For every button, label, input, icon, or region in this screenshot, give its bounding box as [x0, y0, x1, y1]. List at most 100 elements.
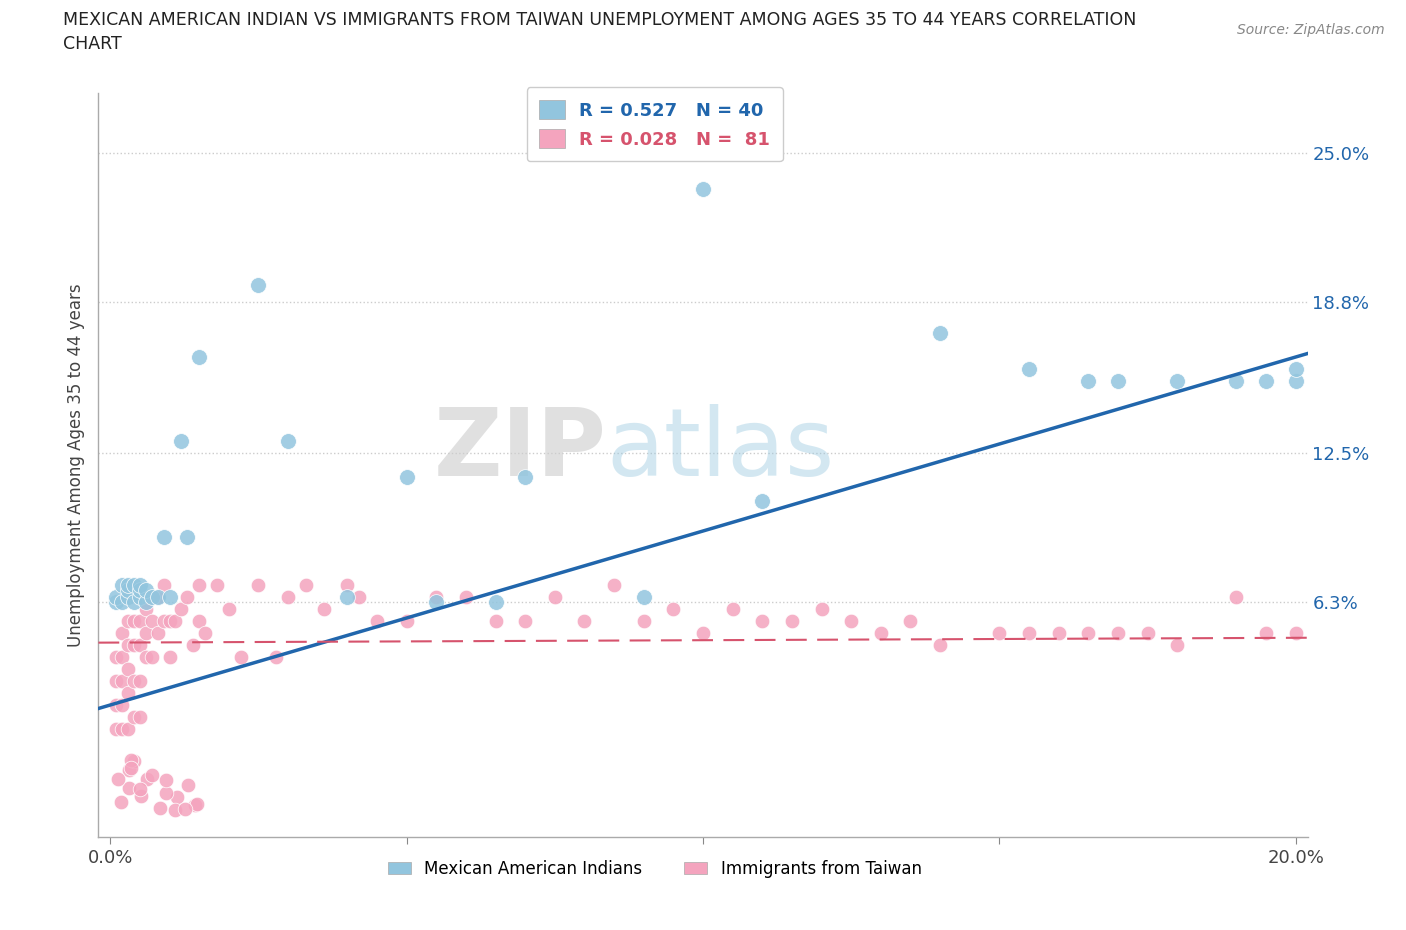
Point [751, 494, 773, 509]
Point [129, 781, 152, 796]
Point [122, 578, 145, 592]
Point [839, 614, 862, 629]
Point [105, 590, 128, 604]
Point [141, 768, 163, 783]
Point [1136, 626, 1159, 641]
Point [159, 649, 181, 664]
Point [136, 772, 159, 787]
Y-axis label: Unemployment Among Ages 35 to 44 years: Unemployment Among Ages 35 to 44 years [66, 284, 84, 646]
Point [721, 602, 744, 617]
Point [1225, 374, 1247, 389]
Point [122, 710, 145, 724]
Point [149, 800, 172, 815]
Point [188, 578, 211, 592]
Point [1285, 374, 1308, 389]
Point [176, 529, 198, 544]
Point [120, 752, 142, 767]
Point [484, 614, 506, 629]
Point [131, 789, 153, 804]
Point [312, 602, 335, 617]
Point [425, 594, 447, 609]
Text: Source: ZipAtlas.com: Source: ZipAtlas.com [1237, 23, 1385, 37]
Point [929, 326, 952, 340]
Point [135, 626, 157, 641]
Point [395, 614, 418, 629]
Point [188, 350, 211, 365]
Point [117, 578, 139, 592]
Point [1285, 362, 1308, 377]
Point [347, 590, 370, 604]
Point [1225, 590, 1247, 604]
Point [1254, 374, 1277, 389]
Point [247, 277, 270, 292]
Point [1077, 626, 1099, 641]
Point [117, 661, 139, 676]
Point [129, 614, 152, 629]
Point [1047, 626, 1070, 641]
Point [129, 638, 152, 653]
Point [111, 594, 134, 609]
Point [1166, 638, 1188, 653]
Point [129, 590, 152, 604]
Point [336, 578, 359, 592]
Point [692, 626, 714, 641]
Point [395, 470, 418, 485]
Point [111, 626, 134, 641]
Point [751, 614, 773, 629]
Point [900, 614, 922, 629]
Point [111, 698, 134, 712]
Point [336, 590, 359, 604]
Point [141, 590, 163, 604]
Point [1107, 374, 1129, 389]
Point [129, 673, 152, 688]
Point [176, 590, 198, 604]
Point [515, 614, 537, 629]
Point [264, 649, 287, 664]
Point [166, 790, 188, 804]
Point [229, 649, 252, 664]
Point [129, 710, 152, 724]
Point [1166, 374, 1188, 389]
Point [117, 685, 139, 700]
Point [118, 763, 141, 777]
Point [117, 722, 139, 737]
Point [129, 582, 152, 597]
Point [117, 590, 139, 604]
Text: ZIP: ZIP [433, 405, 606, 496]
Point [135, 602, 157, 617]
Point [105, 594, 128, 609]
Point [159, 614, 181, 629]
Point [1285, 626, 1308, 641]
Point [929, 638, 952, 653]
Point [152, 578, 174, 592]
Text: CHART: CHART [63, 35, 122, 53]
Point [120, 761, 142, 776]
Point [117, 582, 139, 597]
Point [484, 594, 506, 609]
Point [135, 594, 157, 609]
Point [277, 590, 299, 604]
Point [111, 673, 134, 688]
Point [181, 638, 204, 653]
Point [129, 578, 152, 592]
Point [692, 181, 714, 196]
Point [110, 794, 132, 809]
Point [135, 649, 157, 664]
Point [122, 673, 145, 688]
Point [107, 772, 129, 787]
Point [170, 433, 193, 448]
Point [105, 698, 128, 712]
Point [810, 602, 832, 617]
Point [165, 614, 187, 629]
Point [574, 614, 596, 629]
Point [111, 578, 134, 592]
Point [117, 614, 139, 629]
Point [141, 590, 163, 604]
Point [988, 626, 1011, 641]
Point [152, 614, 174, 629]
Point [1018, 626, 1040, 641]
Point [869, 626, 891, 641]
Point [544, 590, 567, 604]
Point [111, 649, 134, 664]
Point [141, 649, 163, 664]
